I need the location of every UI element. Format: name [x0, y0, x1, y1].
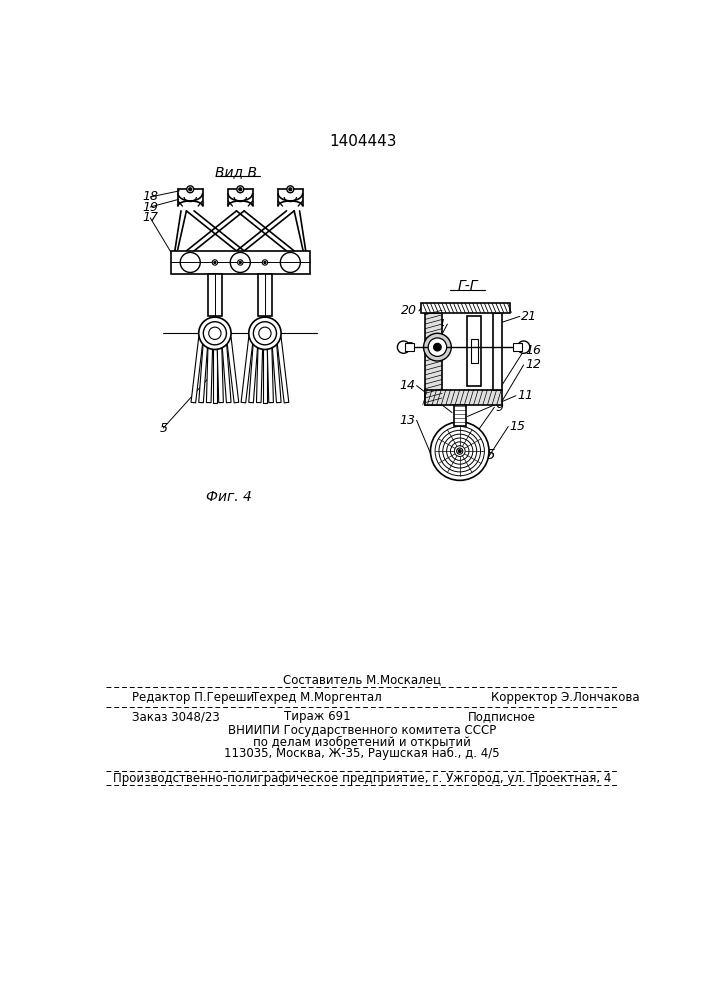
Text: 13: 13 — [399, 414, 415, 427]
Circle shape — [199, 317, 231, 349]
Bar — [471, 339, 478, 363]
Text: 5: 5 — [160, 422, 168, 434]
Text: Г-Г: Г-Г — [457, 279, 478, 293]
Circle shape — [397, 341, 409, 353]
Circle shape — [209, 327, 221, 339]
Circle shape — [204, 322, 226, 345]
Circle shape — [187, 186, 194, 193]
Circle shape — [230, 252, 250, 272]
Text: 17: 17 — [143, 211, 158, 224]
Polygon shape — [267, 347, 274, 403]
Circle shape — [262, 260, 268, 265]
Bar — [513, 343, 522, 351]
Polygon shape — [262, 349, 267, 403]
Circle shape — [237, 186, 244, 193]
Polygon shape — [241, 337, 253, 403]
Circle shape — [428, 338, 447, 356]
Text: Заказ 3048/23: Заказ 3048/23 — [132, 710, 221, 723]
Circle shape — [431, 422, 489, 480]
Text: Тираж 691: Тираж 691 — [284, 710, 351, 723]
Circle shape — [281, 252, 300, 272]
Text: Редактор П.Гереши: Редактор П.Гереши — [132, 691, 255, 704]
Text: Вид В: Вид В — [216, 165, 257, 179]
Circle shape — [259, 327, 271, 339]
Polygon shape — [226, 337, 239, 403]
Text: Фиг.5: Фиг.5 — [455, 448, 496, 462]
Circle shape — [457, 448, 463, 454]
Text: 1404443: 1404443 — [329, 134, 397, 149]
Text: 11: 11 — [518, 389, 534, 402]
Text: 16: 16 — [525, 344, 541, 358]
Circle shape — [287, 186, 294, 193]
Circle shape — [239, 261, 242, 264]
Text: 15: 15 — [510, 420, 526, 433]
Text: Подписное: Подписное — [467, 710, 535, 723]
Text: Составитель М.Москалец: Составитель М.Москалец — [283, 673, 441, 686]
Bar — [171, 251, 310, 274]
Polygon shape — [249, 341, 258, 403]
Text: 9: 9 — [496, 401, 504, 414]
Circle shape — [288, 188, 292, 191]
Text: ВНИИПИ Государственного комитета СССР: ВНИИПИ Государственного комитета СССР — [228, 724, 496, 737]
Bar — [258, 274, 272, 316]
Circle shape — [423, 333, 451, 361]
Text: 20: 20 — [402, 304, 417, 317]
Text: Производственно-полиграфическое предприятие, г. Ужгород, ул. Проектная, 4: Производственно-полиграфическое предприя… — [112, 772, 611, 785]
Text: по делам изобретений и открытий: по делам изобретений и открытий — [253, 736, 471, 749]
Text: 23: 23 — [399, 341, 415, 354]
Polygon shape — [272, 341, 281, 403]
Circle shape — [458, 450, 461, 453]
Circle shape — [238, 260, 243, 265]
Bar — [425, 312, 442, 405]
Text: 18: 18 — [143, 190, 158, 204]
Bar — [454, 405, 466, 426]
Text: 113035, Москва, Ж-35, Раушская наб., д. 4/5: 113035, Москва, Ж-35, Раушская наб., д. … — [224, 747, 500, 760]
Bar — [421, 303, 510, 312]
Polygon shape — [222, 341, 231, 403]
Circle shape — [518, 341, 530, 353]
Circle shape — [214, 261, 216, 264]
Text: 14: 14 — [399, 379, 415, 392]
Polygon shape — [206, 347, 213, 403]
Circle shape — [253, 322, 276, 345]
Text: Фиг. 4: Фиг. 4 — [206, 490, 252, 504]
Circle shape — [433, 343, 441, 351]
Circle shape — [212, 260, 218, 265]
Polygon shape — [213, 349, 217, 403]
Text: 24: 24 — [430, 318, 446, 331]
Text: Техред М.Моргентал: Техред М.Моргентал — [252, 691, 382, 704]
Text: 21: 21 — [521, 310, 537, 323]
Bar — [467, 316, 481, 386]
Text: 12: 12 — [525, 358, 541, 371]
Circle shape — [189, 188, 192, 191]
Circle shape — [180, 252, 200, 272]
Polygon shape — [217, 347, 223, 403]
Polygon shape — [257, 347, 262, 403]
Circle shape — [239, 188, 242, 191]
Text: Корректор Э.Лончакова: Корректор Э.Лончакова — [491, 691, 639, 704]
Bar — [208, 274, 222, 316]
Circle shape — [264, 261, 266, 264]
Bar — [493, 312, 502, 389]
Polygon shape — [199, 341, 208, 403]
Polygon shape — [276, 337, 288, 403]
Polygon shape — [191, 337, 204, 403]
Text: 19: 19 — [143, 201, 158, 214]
Bar — [425, 389, 502, 405]
Circle shape — [249, 317, 281, 349]
Bar — [405, 343, 414, 351]
